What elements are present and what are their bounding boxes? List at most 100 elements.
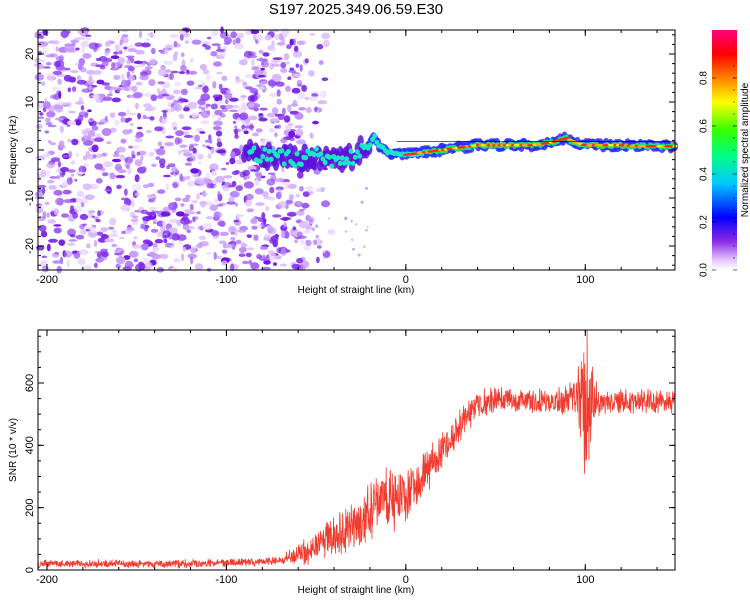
noise-blob (36, 101, 45, 109)
noise-blob (214, 211, 220, 218)
noise-blob (175, 130, 184, 137)
noise-blob (158, 116, 168, 125)
noise-blob (357, 253, 361, 257)
noise-blob (170, 106, 176, 113)
noise-blob (71, 86, 77, 92)
noise-blob (308, 190, 314, 195)
noise-blob (79, 29, 89, 37)
noise-blob (208, 138, 213, 144)
noise-blob (263, 218, 267, 225)
noise-blob (225, 162, 229, 165)
noise-blob (75, 101, 85, 105)
noise-blob (211, 30, 219, 37)
noise-blob (360, 200, 364, 204)
noise-blob (143, 103, 152, 108)
ridge-mid (337, 160, 343, 166)
noise-blob (239, 112, 249, 120)
ridge-mid (372, 133, 377, 139)
noise-blob (44, 201, 50, 205)
noise-blob (76, 79, 87, 85)
noise-blob (70, 160, 75, 166)
noise-blob (287, 123, 294, 126)
noise-blob (82, 166, 87, 174)
noise-blob (276, 89, 281, 97)
noise-blob (107, 226, 115, 230)
noise-blob (54, 105, 64, 113)
noise-blob (140, 223, 146, 230)
noise-blob (131, 154, 136, 159)
noise-blob (179, 33, 184, 41)
noise-blob (109, 86, 118, 91)
noise-blob (48, 140, 52, 144)
noise-blob (146, 194, 156, 199)
noise-blob (48, 40, 56, 44)
noise-blob (134, 174, 140, 183)
noise-blob (320, 240, 323, 243)
noise-blob (34, 73, 44, 81)
spectrogram-x-ticks: -200 -100 0 100 (36, 30, 658, 286)
noise-blob (67, 87, 72, 93)
ridge-mid (367, 142, 373, 148)
noise-blob (189, 203, 194, 211)
noise-blob (281, 28, 289, 37)
noise-blob (86, 79, 95, 85)
noise-blob (49, 176, 58, 179)
noise-blob (114, 119, 120, 127)
ridge-mid (264, 156, 270, 162)
noise-blob (144, 107, 154, 112)
noise-blob (186, 229, 191, 233)
noise-blob (251, 218, 257, 224)
noise-blob (201, 107, 206, 111)
noise-blob (83, 163, 89, 167)
noise-blob (132, 92, 143, 99)
noise-blob (172, 53, 178, 62)
noise-blob (216, 71, 223, 75)
noise-blob (145, 129, 152, 134)
noise-blob (189, 155, 196, 162)
noise-blob (184, 176, 191, 180)
noise-blob (275, 177, 285, 183)
noise-blob (124, 158, 129, 162)
noise-blob (101, 251, 109, 258)
noise-blob (251, 66, 260, 71)
noise-blob (79, 249, 89, 256)
ridge-mid (335, 155, 341, 161)
noise-blob (182, 197, 190, 203)
noise-blob (38, 224, 47, 232)
noise-blob (69, 70, 79, 73)
noise-blob (256, 253, 263, 260)
noise-blob (170, 245, 175, 249)
snr-x-axis-label: Height of straight line (km) (298, 585, 415, 596)
noise-blob (89, 230, 97, 233)
noise-blob (47, 179, 55, 184)
noise-blob (173, 40, 178, 48)
noise-blob (105, 49, 110, 54)
ridge-mid (339, 155, 345, 161)
noise-blob (95, 219, 101, 223)
noise-blob (366, 226, 369, 228)
noise-blob (229, 97, 239, 102)
noise-blob (70, 234, 76, 238)
noise-blob (288, 231, 298, 236)
noise-blob (213, 251, 217, 260)
noise-blob (280, 137, 288, 144)
noise-blob (178, 30, 187, 35)
noise-blob (67, 242, 76, 247)
noise-blob (221, 185, 230, 192)
noise-blob (308, 70, 315, 77)
noise-blob (158, 158, 166, 166)
noise-blob (173, 81, 182, 87)
noise-blob (81, 129, 88, 135)
noise-blob (86, 243, 91, 249)
noise-blob (149, 31, 154, 39)
noise-blob (277, 113, 285, 121)
noise-blob (194, 177, 204, 185)
noise-blob (227, 225, 236, 233)
noise-blob (163, 232, 167, 236)
noise-blob (72, 250, 78, 254)
noise-blob (135, 102, 139, 110)
noise-blob (66, 120, 77, 126)
noise-blob (265, 205, 270, 212)
noise-blob (134, 42, 144, 47)
